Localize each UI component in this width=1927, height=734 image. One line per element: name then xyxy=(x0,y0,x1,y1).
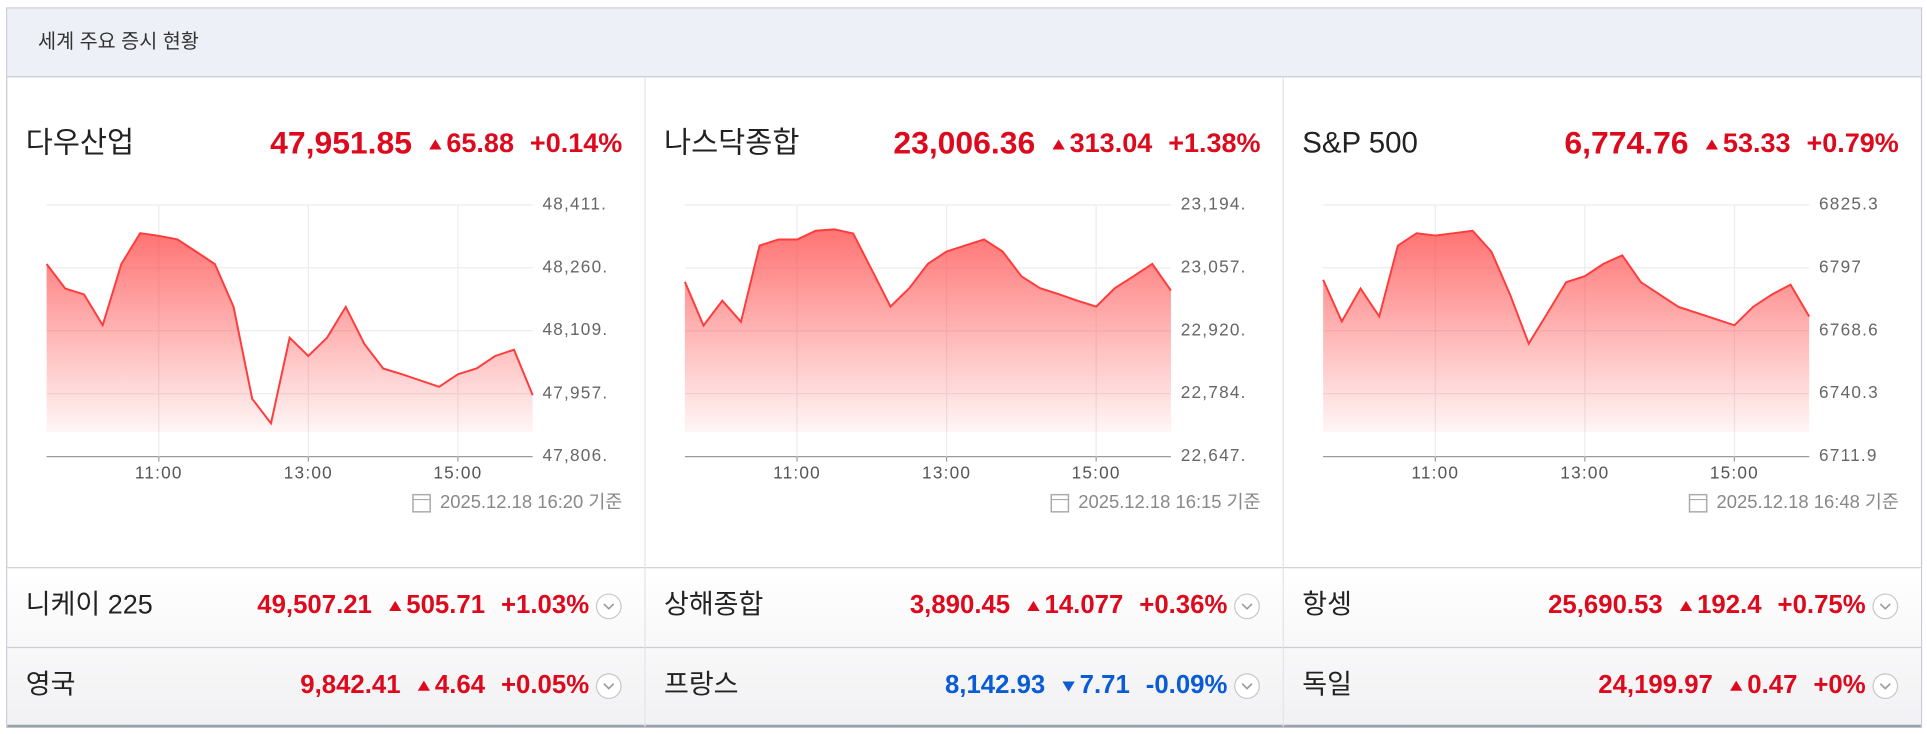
change-pct: +1.03% xyxy=(501,591,589,619)
price: 25,690.53 xyxy=(1548,591,1663,619)
change-pct: +0% xyxy=(1813,671,1865,699)
x-tick-label: 15:00 xyxy=(1710,462,1759,482)
expand-button[interactable] xyxy=(1872,673,1899,700)
x-tick-label: 13:00 xyxy=(1560,462,1609,482)
calendar-icon xyxy=(1050,493,1070,513)
x-tick-label: 13:00 xyxy=(284,462,333,482)
x-tick-label: 11:00 xyxy=(773,462,821,482)
y-tick-label: 6768.6 xyxy=(1819,319,1879,339)
y-tick-label: 48,109. xyxy=(542,319,608,339)
x-tick-label: 13:00 xyxy=(922,462,971,482)
price-line xyxy=(45,232,534,426)
change-pct: +1.38% xyxy=(1168,128,1260,158)
change-pct: +0.75% xyxy=(1778,591,1866,619)
price: 24,199.97 xyxy=(1598,671,1713,699)
index-name: 항셍 xyxy=(1302,589,1352,619)
y-tick-label: 47,806. xyxy=(542,445,608,465)
change-value: 0.47 xyxy=(1747,671,1797,699)
index-name: 독일 xyxy=(1302,669,1352,699)
change-arrow xyxy=(1705,139,1719,150)
x-tick-label: 15:00 xyxy=(433,462,482,482)
change-arrow xyxy=(1027,600,1040,611)
expand-chevron[interactable] xyxy=(1241,683,1253,690)
area-fill xyxy=(1323,230,1810,433)
y-tick-label: 6825.3 xyxy=(1819,194,1879,214)
index-name: 프랑스 xyxy=(664,669,739,699)
change-arrow xyxy=(1062,681,1075,692)
header-band xyxy=(7,8,1921,77)
y-tick-label: 47,957. xyxy=(542,382,608,402)
price: 6,774.76 xyxy=(1564,124,1688,160)
expand-chevron[interactable] xyxy=(603,603,615,610)
timestamp: 2025.12.18 16:15 기준 xyxy=(1078,491,1260,512)
change-arrow xyxy=(1679,600,1693,611)
calendar-icon xyxy=(1688,493,1708,513)
area-fill xyxy=(684,229,1171,433)
x-tick-label: 11:00 xyxy=(135,462,183,482)
timestamp: 2025.12.18 16:48 기준 xyxy=(1717,491,1899,512)
price: 9,842.41 xyxy=(300,671,400,699)
price-line xyxy=(683,228,1172,328)
change-arrow xyxy=(1052,139,1065,150)
change-pct: -0.09% xyxy=(1146,671,1228,699)
y-tick-label: 6740.3 xyxy=(1819,382,1879,402)
price: 8,142.93 xyxy=(945,671,1045,699)
index-name: 다우산업 xyxy=(26,127,134,160)
expand-chevron[interactable] xyxy=(1879,683,1891,690)
y-tick-label: 48,411. xyxy=(542,194,607,214)
index-name: 영국 xyxy=(26,669,76,699)
y-tick-label: 23,057. xyxy=(1181,257,1247,277)
price: 3,890.45 xyxy=(910,591,1010,619)
change-value: 192.4 xyxy=(1697,591,1762,619)
change-value: 313.04 xyxy=(1070,128,1153,158)
expand-button[interactable] xyxy=(595,673,622,700)
y-tick-label: 22,647. xyxy=(1181,445,1247,465)
expand-button[interactable] xyxy=(1234,593,1260,620)
index-name: 상해종합 xyxy=(664,589,763,619)
expand-chevron[interactable] xyxy=(1879,603,1891,610)
change-pct: +0.36% xyxy=(1139,591,1227,619)
calendar-icon xyxy=(412,493,431,513)
change-pct: +0.14% xyxy=(530,128,622,158)
y-tick-label: 23,194. xyxy=(1181,194,1247,214)
timestamp: 2025.12.18 16:20 기준 xyxy=(440,491,622,512)
change-arrow xyxy=(389,600,402,611)
header-title: 세계 주요 증시 현황 xyxy=(38,31,199,53)
x-tick-label: 15:00 xyxy=(1072,462,1121,482)
change-arrow xyxy=(429,139,442,150)
y-tick-label: 22,920. xyxy=(1181,320,1247,340)
index-name: 나스닥종합 xyxy=(664,127,799,160)
change-value: 4.64 xyxy=(435,671,486,699)
change-value: 65.88 xyxy=(446,128,514,158)
change-value: 505.71 xyxy=(406,591,485,619)
expand-button[interactable] xyxy=(1234,673,1260,700)
y-tick-label: 48,260. xyxy=(542,256,608,276)
x-tick-label: 11:00 xyxy=(1411,462,1459,482)
expand-chevron[interactable] xyxy=(603,683,615,690)
expand-button[interactable] xyxy=(595,593,622,620)
change-pct: +0.05% xyxy=(501,671,589,699)
price: 49,507.21 xyxy=(257,591,372,619)
change-pct: +0.79% xyxy=(1806,128,1898,158)
price: 47,951.85 xyxy=(270,124,412,160)
change-value: 7.71 xyxy=(1080,671,1130,699)
y-tick-label: 6797 xyxy=(1819,256,1862,276)
price-line xyxy=(1322,229,1811,346)
change-arrow xyxy=(417,680,431,691)
expand-chevron[interactable] xyxy=(1241,603,1253,610)
area-fill xyxy=(46,233,533,433)
change-value: 53.33 xyxy=(1723,128,1791,158)
price: 23,006.36 xyxy=(893,124,1035,160)
expand-button[interactable] xyxy=(1872,593,1899,620)
index-name: S&P 500 xyxy=(1302,127,1418,160)
y-tick-label: 6711.9 xyxy=(1819,445,1878,465)
change-value: 14.077 xyxy=(1045,591,1124,619)
index-name: 니케이 225 xyxy=(26,589,153,619)
y-tick-label: 22,784. xyxy=(1181,382,1247,402)
change-arrow xyxy=(1730,680,1743,691)
